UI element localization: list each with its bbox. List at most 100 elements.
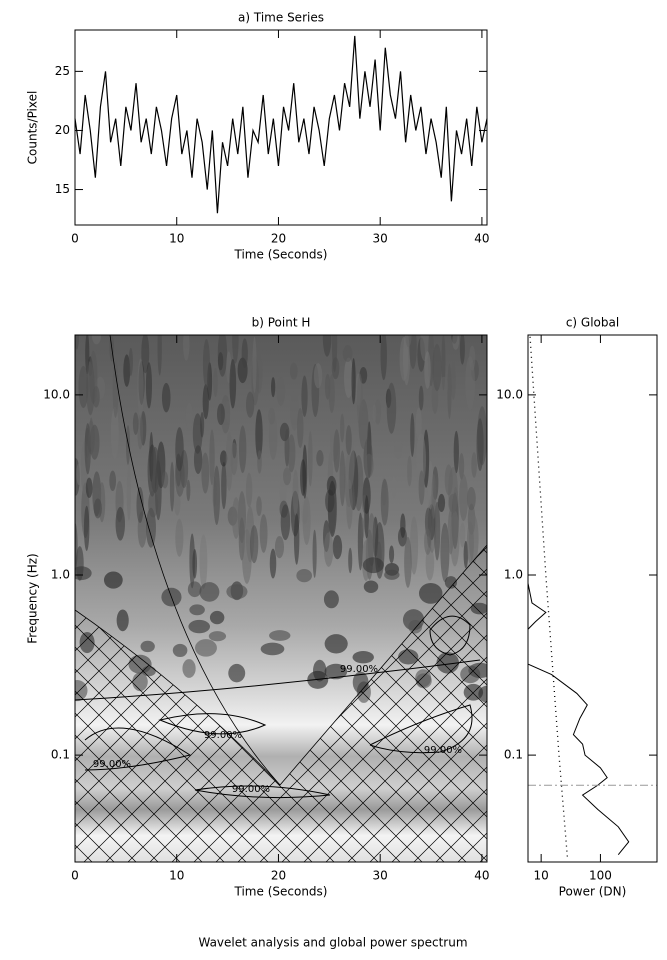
panel-title: c) Global <box>566 316 619 330</box>
power-blob <box>226 584 248 600</box>
power-streak <box>76 463 82 486</box>
power-streak <box>157 335 162 376</box>
power-streak <box>450 361 456 400</box>
power-streak <box>431 473 437 520</box>
power-streak <box>391 476 397 499</box>
power-streak <box>466 486 476 511</box>
power-streak <box>217 352 224 371</box>
power-streak <box>333 429 340 473</box>
power-streak <box>245 472 253 508</box>
power-streak <box>213 465 221 525</box>
caption: Wavelet analysis and global power spectr… <box>198 936 467 950</box>
power-blob <box>172 643 188 658</box>
power-streak <box>293 513 300 565</box>
power-streak <box>326 475 337 496</box>
power-blob <box>194 639 217 657</box>
power-streak <box>237 491 247 543</box>
x-tick-label: 20 <box>271 869 286 883</box>
power-streak <box>268 413 278 460</box>
power-streak <box>360 517 365 540</box>
power-streak <box>415 407 422 441</box>
power-blob <box>269 630 291 641</box>
power-streak <box>323 532 334 567</box>
power-streak <box>426 509 432 548</box>
y-axis-label: Counts/Pixel <box>26 91 40 165</box>
power-streak <box>440 522 450 582</box>
power-streak <box>459 522 466 548</box>
power-streak <box>186 479 191 502</box>
power-streak <box>217 335 228 377</box>
power-streak <box>364 495 369 539</box>
panel-title: b) Point H <box>252 316 311 330</box>
y-tick-label: 10.0 <box>496 387 523 401</box>
power-streak <box>202 339 210 389</box>
power-streak <box>302 496 311 546</box>
panel-title: a) Time Series <box>238 11 324 25</box>
power-streak <box>202 384 209 420</box>
power-streak <box>126 465 131 521</box>
power-blob <box>352 651 374 664</box>
power-streak <box>331 335 338 373</box>
significance-contour <box>84 727 192 771</box>
y-tick-label: 20 <box>55 123 70 137</box>
power-streak <box>459 474 469 522</box>
power-streak <box>405 335 412 348</box>
power-streak <box>403 335 411 386</box>
power-streak <box>259 514 268 553</box>
power-blob <box>363 580 379 593</box>
power-blob <box>182 659 196 678</box>
power-blob <box>209 610 225 625</box>
power-blob <box>260 642 285 656</box>
power-streak <box>416 433 426 487</box>
y-tick-label: 15 <box>55 182 70 196</box>
power-streak <box>410 412 415 457</box>
power-blob <box>208 631 227 642</box>
significance-contour <box>158 713 267 735</box>
power-streak <box>271 377 276 398</box>
power-streak <box>424 351 431 389</box>
power-streak <box>249 525 259 564</box>
power-streak <box>86 361 95 416</box>
x-tick-label: 100 <box>589 869 612 883</box>
power-streak <box>175 427 184 472</box>
power-streak <box>89 417 94 451</box>
power-streak <box>448 493 458 513</box>
power-streak <box>276 376 286 406</box>
power-streak <box>189 533 195 589</box>
power-streak <box>340 413 345 443</box>
power-streak <box>302 444 308 499</box>
power-streak <box>175 518 184 557</box>
power-streak <box>136 486 144 524</box>
global-power <box>528 583 630 855</box>
power-streak <box>185 402 193 431</box>
power-streak <box>289 362 298 380</box>
power-streak <box>356 373 363 428</box>
y-tick-label: 10.0 <box>43 387 70 401</box>
x-tick-label: 10 <box>169 232 184 246</box>
power-streak <box>85 335 90 375</box>
power-streak <box>345 425 352 456</box>
power-streak <box>183 335 190 361</box>
power-streak <box>458 453 465 480</box>
power-streak <box>252 336 257 393</box>
power-streak <box>476 418 484 472</box>
power-streak <box>290 390 299 431</box>
power-streak <box>441 335 446 391</box>
power-streak <box>418 385 424 411</box>
power-streak <box>132 412 139 435</box>
power-streak <box>123 354 131 387</box>
power-streak <box>93 498 102 519</box>
cone-boundary <box>109 335 281 786</box>
power-streak <box>241 529 252 584</box>
power-streak <box>332 534 343 560</box>
power-blob <box>187 581 202 598</box>
power-streak <box>91 335 102 345</box>
significance-contour <box>369 704 473 754</box>
power-streak <box>444 464 453 496</box>
power-streak <box>200 411 205 438</box>
power-streak <box>161 471 169 489</box>
power-blob <box>324 634 348 654</box>
power-streak <box>232 335 239 364</box>
contour-label: 99.00% <box>424 745 462 756</box>
power-streak <box>193 445 203 474</box>
